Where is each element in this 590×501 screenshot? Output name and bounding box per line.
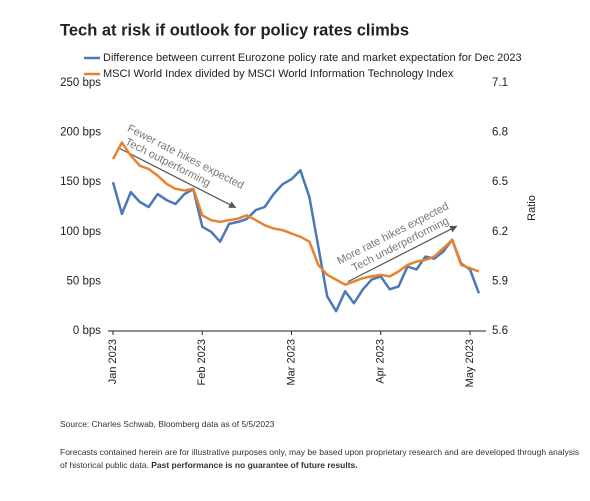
y-tick-label: 150 bps [60, 176, 101, 188]
series-line [111, 141, 480, 286]
series-line [111, 169, 481, 313]
annotation-arrow [117, 147, 237, 209]
legend-label: Difference between current Eurozone poli… [103, 52, 522, 64]
legend-label: MSCI World Index divided by MSCI World I… [103, 68, 454, 80]
x-tick-label: May 2023 [464, 339, 476, 387]
x-tick-label: Mar 2023 [285, 339, 297, 385]
chart: Tech at risk if outlook for policy rates… [60, 21, 538, 387]
disclaimer: Forecasts contained herein are for illus… [60, 446, 580, 472]
y-tick-label: 0 bps [73, 325, 101, 337]
y2-tick-label: 7.1 [492, 77, 508, 89]
y-tick-label: 50 bps [66, 275, 101, 287]
annotation-arrow [347, 225, 458, 283]
y2-axis-label: Ratio [526, 195, 538, 221]
x-tick-label: Feb 2023 [196, 339, 208, 385]
y-tick-label: 250 bps [60, 77, 101, 89]
chart-title: Tech at risk if outlook for policy rates… [60, 21, 409, 39]
y2-tick-label: 6.8 [492, 127, 508, 139]
y2-tick-label: 5.6 [492, 325, 508, 337]
source: Source: Charles Schwab, Bloomberg data a… [60, 419, 275, 429]
y-tick-label: 100 bps [60, 226, 101, 238]
x-tick-label: Apr 2023 [375, 339, 387, 384]
y2-tick-label: 6.5 [492, 176, 508, 188]
y-tick-label: 200 bps [60, 127, 101, 139]
y2-tick-label: 5.9 [492, 275, 508, 287]
x-tick-label: Jan 2023 [107, 339, 119, 384]
note: Forecasts contained herein are for illus… [60, 447, 580, 470]
note-bold: Past performance is no guarantee of futu… [151, 460, 358, 470]
y2-tick-label: 6.2 [492, 226, 508, 238]
